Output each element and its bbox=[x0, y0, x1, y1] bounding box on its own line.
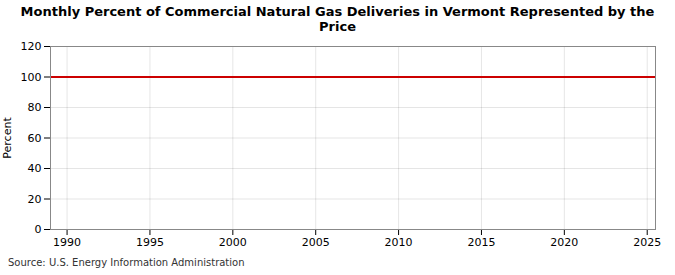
svg-text:1990: 1990 bbox=[53, 236, 81, 249]
svg-text:2010: 2010 bbox=[385, 236, 413, 249]
svg-text:2005: 2005 bbox=[302, 236, 330, 249]
svg-text:2015: 2015 bbox=[467, 236, 495, 249]
html-text:Source: U.S. Energy Informatio: Source: U.S. Energy Information Administ… bbox=[8, 257, 245, 268]
svg-text:Percent: Percent bbox=[1, 117, 14, 159]
svg-text:1995: 1995 bbox=[136, 236, 164, 249]
svg-text:80: 80 bbox=[28, 101, 42, 114]
svg-text:120: 120 bbox=[21, 40, 42, 53]
svg-text:2020: 2020 bbox=[550, 236, 578, 249]
svg-text:100: 100 bbox=[21, 71, 42, 84]
svg-text:2000: 2000 bbox=[219, 236, 247, 249]
svg-text:40: 40 bbox=[28, 162, 42, 175]
svg-text:60: 60 bbox=[28, 132, 42, 145]
svg-text:20: 20 bbox=[28, 193, 42, 206]
html-text:Monthly Percent of Commercial: Monthly Percent of Commercial Natural Ga… bbox=[20, 4, 655, 34]
svg-text:2025: 2025 bbox=[633, 236, 661, 249]
svg-text:0: 0 bbox=[35, 223, 42, 236]
